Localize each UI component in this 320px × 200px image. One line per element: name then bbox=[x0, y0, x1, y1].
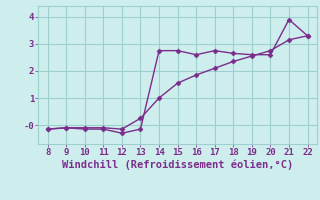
X-axis label: Windchill (Refroidissement éolien,°C): Windchill (Refroidissement éolien,°C) bbox=[62, 160, 293, 170]
